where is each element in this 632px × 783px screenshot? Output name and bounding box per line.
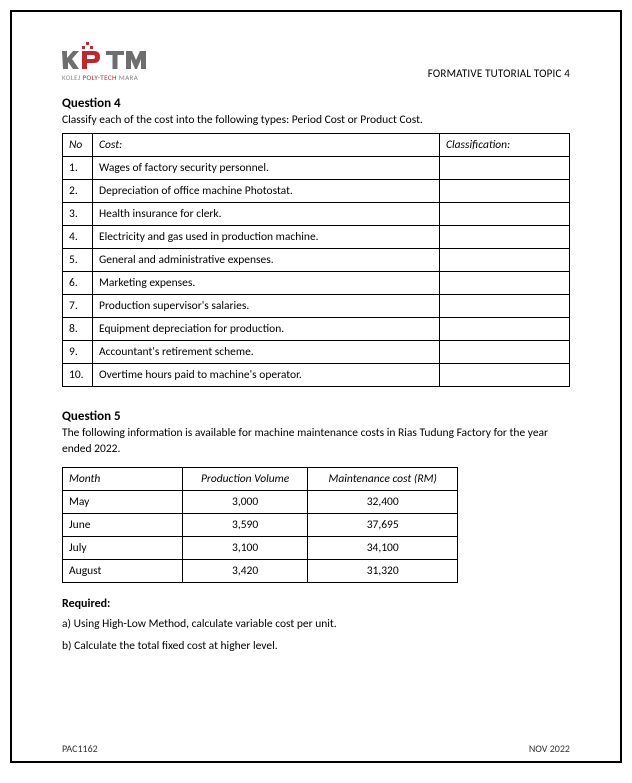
q4-no: 5.: [63, 249, 93, 272]
q4-class: [440, 180, 570, 203]
q4-head-cost: Cost:: [93, 134, 440, 157]
table-row: 10.Overtime hours paid to machine's oper…: [63, 364, 570, 387]
table-row: 1.Wages of factory security personnel.: [63, 157, 570, 180]
table-row: 3.Health insurance for clerk.: [63, 203, 570, 226]
q4-no: 6.: [63, 272, 93, 295]
q4-cost: Health insurance for clerk.: [93, 203, 440, 226]
logo-subtitle: KOLEJ POLY-TECH MARA: [62, 73, 150, 82]
q4-class: [440, 226, 570, 249]
page-footer: PAC1162 NOV 2022: [62, 742, 570, 755]
q4-no: 4.: [63, 226, 93, 249]
page-header: KOLEJ POLY-TECH MARA FORMATIVE TUTORIAL …: [62, 42, 570, 82]
q5-month: June: [63, 514, 183, 537]
q4-no: 8.: [63, 318, 93, 341]
logo-sub-pre: KOLEJ: [62, 73, 83, 82]
q4-table: No Cost: Classification: 1.Wages of fact…: [62, 133, 570, 387]
q5-month: July: [63, 537, 183, 560]
q4-cost: Production supervisor's salaries.: [93, 295, 440, 318]
q5-head-vol: Production Volume: [183, 468, 308, 491]
kptm-logo-icon: [62, 42, 150, 72]
required-label: Required:: [62, 597, 570, 611]
q4-head-no: No: [63, 134, 93, 157]
q4-title: Question 4: [62, 96, 570, 111]
table-row: 8.Equipment depreciation for production.: [63, 318, 570, 341]
document-page: KOLEJ POLY-TECH MARA FORMATIVE TUTORIAL …: [10, 10, 622, 763]
q5-cost: 31,320: [308, 560, 458, 583]
q4-class: [440, 295, 570, 318]
page-title: FORMATIVE TUTORIAL TOPIC 4: [428, 67, 570, 82]
q5-month: May: [63, 491, 183, 514]
footer-left: PAC1162: [62, 742, 98, 755]
q4-class: [440, 341, 570, 364]
q4-no: 9.: [63, 341, 93, 364]
table-row: 4.Electricity and gas used in production…: [63, 226, 570, 249]
q4-cost: Marketing expenses.: [93, 272, 440, 295]
q5-head-month: Month: [63, 468, 183, 491]
q4-cost: Electricity and gas used in production m…: [93, 226, 440, 249]
q5-desc: The following information is available f…: [62, 426, 570, 457]
table-row: 7.Production supervisor's salaries.: [63, 295, 570, 318]
q5-vol: 3,100: [183, 537, 308, 560]
q4-cost: Wages of factory security personnel.: [93, 157, 440, 180]
q5-cost: 32,400: [308, 491, 458, 514]
q4-cost: General and administrative expenses.: [93, 249, 440, 272]
q5-title: Question 5: [62, 409, 570, 424]
q4-class: [440, 318, 570, 341]
q5-header-row: Month Production Volume Maintenance cost…: [63, 468, 458, 491]
logo-sub-post: MARA: [117, 73, 138, 82]
q4-no: 1.: [63, 157, 93, 180]
req-a: a) Using High-Low Method, calculate vari…: [62, 617, 570, 631]
q4-no: 7.: [63, 295, 93, 318]
q4-class: [440, 364, 570, 387]
q4-cost: Depreciation of office machine Photostat…: [93, 180, 440, 203]
q4-tbody: 1.Wages of factory security personnel. 2…: [63, 157, 570, 387]
q4-cost: Overtime hours paid to machine's operato…: [93, 364, 440, 387]
q5-month: August: [63, 560, 183, 583]
q4-cost: Accountant's retirement scheme.: [93, 341, 440, 364]
q4-header-row: No Cost: Classification:: [63, 134, 570, 157]
table-row: 9.Accountant's retirement scheme.: [63, 341, 570, 364]
footer-right: NOV 2022: [529, 742, 570, 755]
logo-block: KOLEJ POLY-TECH MARA: [62, 42, 150, 82]
q4-class: [440, 249, 570, 272]
q5-tbody: May3,00032,400 June3,59037,695 July3,100…: [63, 491, 458, 583]
logo-sub-red: POLY-TECH: [83, 73, 117, 82]
q4-no: 3.: [63, 203, 93, 226]
q4-class: [440, 157, 570, 180]
q4-head-class: Classification:: [440, 134, 570, 157]
q5-cost: 37,695: [308, 514, 458, 537]
q5-table: Month Production Volume Maintenance cost…: [62, 467, 458, 583]
q4-class: [440, 272, 570, 295]
table-row: 5.General and administrative expenses.: [63, 249, 570, 272]
q4-desc: Classify each of the cost into the follo…: [62, 113, 570, 127]
table-row: August3,42031,320: [63, 560, 458, 583]
question-5-block: Question 5 The following information is …: [62, 409, 570, 653]
question-4-block: Question 4 Classify each of the cost int…: [62, 96, 570, 387]
q4-class: [440, 203, 570, 226]
table-row: 6.Marketing expenses.: [63, 272, 570, 295]
table-row: May3,00032,400: [63, 491, 458, 514]
table-row: July3,10034,100: [63, 537, 458, 560]
req-b: b) Calculate the total fixed cost at hig…: [62, 639, 570, 653]
q5-head-cost: Maintenance cost (RM): [308, 468, 458, 491]
q4-no: 10.: [63, 364, 93, 387]
table-row: June3,59037,695: [63, 514, 458, 537]
q4-cost: Equipment depreciation for production.: [93, 318, 440, 341]
table-row: 2.Depreciation of office machine Photost…: [63, 180, 570, 203]
q5-vol: 3,000: [183, 491, 308, 514]
q5-vol: 3,420: [183, 560, 308, 583]
q5-cost: 34,100: [308, 537, 458, 560]
q5-vol: 3,590: [183, 514, 308, 537]
q4-no: 2.: [63, 180, 93, 203]
